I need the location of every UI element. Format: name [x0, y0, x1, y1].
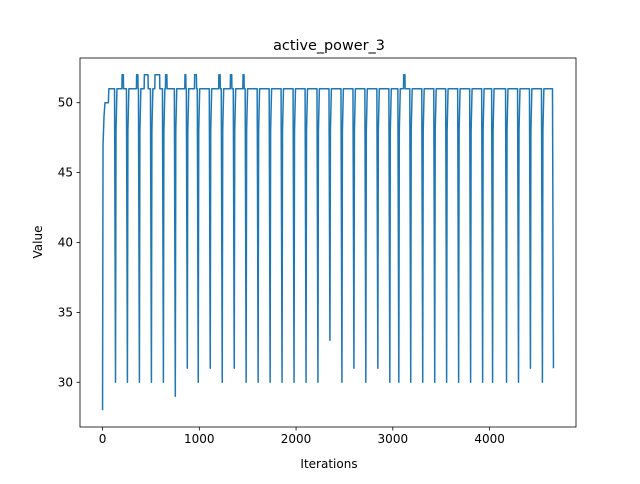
y-tick-label: 40	[58, 236, 73, 250]
y-axis-label: Value	[31, 226, 45, 259]
y-tick-label: 50	[58, 96, 73, 110]
x-tick-label: 3000	[378, 432, 409, 446]
y-tick-label: 35	[58, 305, 73, 319]
x-tick-label: 2000	[281, 432, 312, 446]
y-tick-label: 30	[58, 375, 73, 389]
x-axis-label: Iterations	[300, 457, 357, 471]
chart-title: active_power_3	[273, 38, 385, 54]
x-tick-label: 0	[99, 432, 107, 446]
x-tick-label: 1000	[184, 432, 215, 446]
x-tick-label: 4000	[474, 432, 505, 446]
plot-frame	[79, 57, 577, 428]
y-tick-label: 45	[58, 166, 73, 180]
data-line	[101, 74, 555, 411]
